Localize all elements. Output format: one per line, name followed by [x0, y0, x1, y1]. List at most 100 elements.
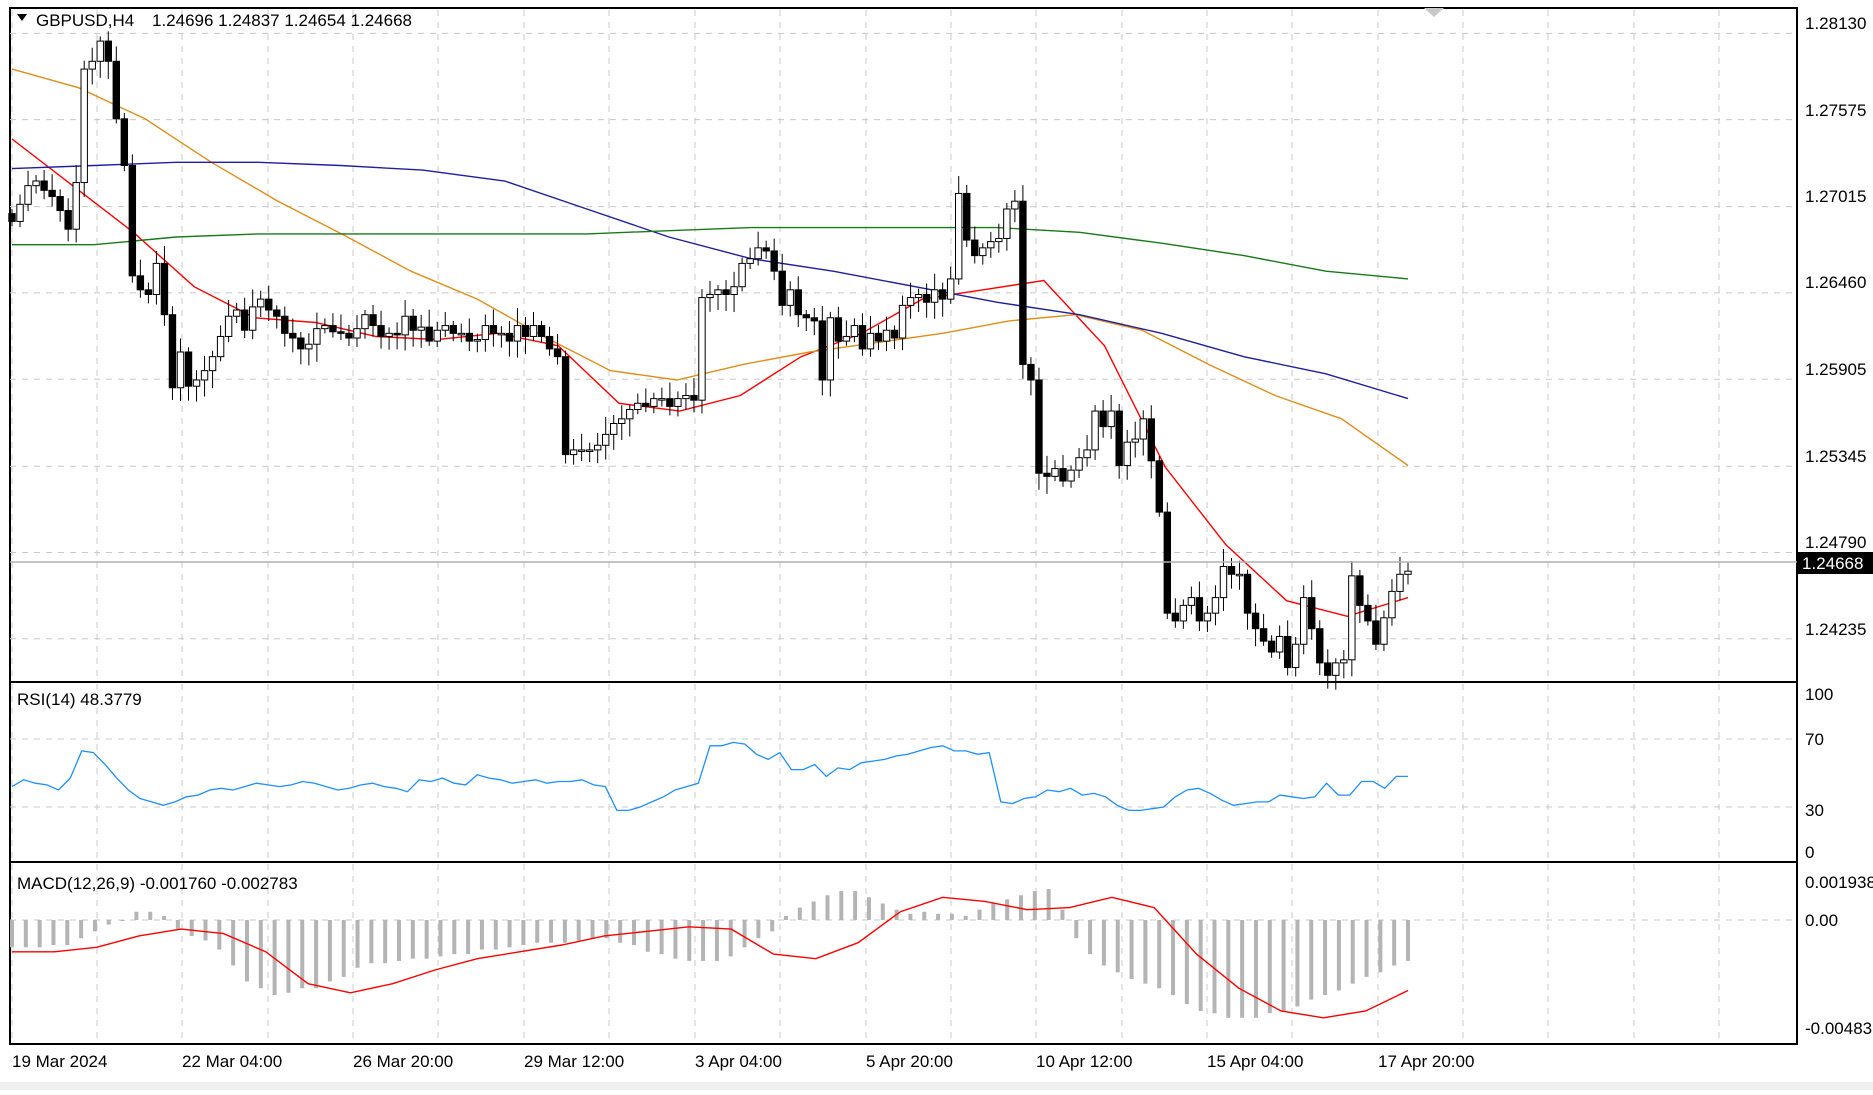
macd-histogram-bar — [1143, 920, 1148, 984]
macd-histogram-bar — [562, 920, 567, 943]
candle-body — [1075, 457, 1083, 471]
candle-body — [80, 68, 88, 184]
candle-body — [1259, 628, 1268, 642]
macd-histogram-bar — [314, 920, 319, 989]
candle-body — [240, 309, 249, 331]
candle-body — [329, 325, 337, 333]
macd-histogram-bar — [977, 909, 982, 920]
candle-body — [818, 320, 827, 381]
candle-body — [1187, 597, 1196, 606]
candle-body — [1340, 659, 1348, 664]
candle-body — [722, 289, 730, 295]
price-tick: 1.25345 — [1805, 447, 1866, 466]
candle-body — [1067, 469, 1075, 482]
candle-body — [144, 289, 153, 295]
candle-body — [995, 238, 1003, 243]
ma-slow-line — [11, 161, 1409, 400]
candle-body — [593, 444, 602, 451]
candle-body — [489, 325, 498, 334]
candle-body — [746, 258, 754, 264]
candle-body — [257, 298, 265, 308]
candle-body — [248, 306, 257, 331]
macd-histogram-bar — [1088, 920, 1093, 955]
candle-body — [537, 325, 546, 337]
candle-body — [858, 325, 867, 350]
macd-histogram-bar — [507, 920, 512, 948]
macd-histogram-bar — [1005, 899, 1010, 920]
candle-body — [1380, 617, 1388, 645]
candle-body — [1011, 200, 1019, 210]
candle-body — [698, 297, 706, 401]
candle-body — [273, 309, 281, 317]
candle-body — [104, 40, 112, 62]
candle-body — [88, 60, 96, 70]
candle-body — [987, 241, 995, 249]
dropdown-triangle-icon[interactable] — [17, 14, 27, 21]
candle-body — [281, 315, 289, 334]
current-price-badge — [1797, 552, 1873, 574]
macd-histogram-bar — [341, 920, 346, 977]
candle-body — [265, 298, 273, 311]
candle-body — [906, 297, 915, 306]
candle-body — [1099, 410, 1107, 428]
macd-histogram-bar — [1267, 920, 1272, 1014]
candle-body — [136, 275, 145, 291]
candle-body — [634, 402, 642, 411]
rsi-tick: 30 — [1805, 801, 1824, 820]
candle-body — [417, 326, 425, 331]
macd-histogram-bar — [1212, 920, 1217, 1014]
candle-body — [1324, 662, 1332, 676]
candle-body — [1348, 575, 1356, 661]
candle-body — [754, 247, 762, 260]
candle-body — [120, 118, 129, 166]
candle-body — [337, 331, 345, 334]
time-label: 19 Mar 2024 — [12, 1052, 107, 1071]
macd-histogram-bar — [120, 920, 125, 921]
macd-histogram-bar — [797, 907, 802, 920]
candle-body — [1356, 575, 1364, 606]
macd-histogram-bar — [92, 920, 97, 932]
macd-histogram-bar — [1060, 909, 1065, 920]
candle-body — [56, 196, 64, 212]
candle-body — [730, 286, 738, 295]
candle-body — [289, 332, 297, 339]
candle-body — [930, 289, 939, 303]
candle-body — [1316, 628, 1324, 664]
candle-body — [971, 239, 979, 257]
macd-histogram-bar — [825, 895, 830, 920]
candle-body — [1139, 418, 1147, 440]
candle-body — [465, 332, 474, 342]
candle-body — [1043, 472, 1051, 477]
macd-histogram-bar — [175, 920, 180, 930]
macd-histogram-bar — [991, 903, 996, 920]
chart-shift-marker-icon[interactable] — [1424, 8, 1444, 17]
candle-body — [513, 325, 522, 342]
macd-histogram-bar — [963, 915, 968, 920]
macd-histogram-bar — [37, 920, 42, 948]
candle-body — [786, 289, 794, 306]
candle-body — [1396, 573, 1404, 592]
candle-body — [955, 192, 963, 280]
rsi-series — [11, 741, 1408, 812]
rsi-pane-border — [9, 681, 1798, 863]
macd-signal-line — [12, 896, 1409, 1019]
macd-histogram-bar — [1032, 891, 1037, 920]
macd-histogram-bar — [1184, 920, 1189, 1005]
candle-body — [569, 449, 578, 456]
macd-histogram-bar — [23, 920, 28, 948]
macd-histogram-bar — [466, 920, 471, 955]
price-tick: 1.24235 — [1805, 620, 1866, 639]
candle-body — [850, 325, 859, 337]
macd-histogram-bar — [51, 920, 56, 946]
macd-histogram-bar — [217, 920, 222, 950]
candle-body — [674, 398, 682, 407]
current-price-label: 1.24668 — [1802, 554, 1863, 573]
candle-body — [345, 332, 353, 339]
candle-body — [890, 329, 899, 339]
macd-histogram-bar — [383, 920, 388, 964]
candle-body — [505, 332, 514, 342]
candle-body — [778, 270, 786, 306]
candle-body — [1251, 612, 1260, 630]
